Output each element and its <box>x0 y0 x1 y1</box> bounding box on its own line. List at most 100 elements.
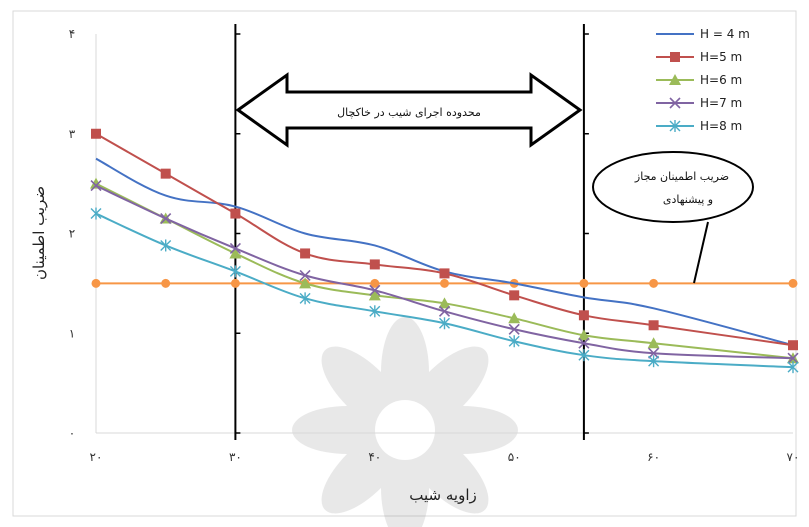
y-tick-label: ۴ <box>69 27 75 41</box>
series-h-7-m <box>90 180 799 364</box>
callout-pointer <box>693 221 709 284</box>
data-point <box>578 310 589 321</box>
watermark-petal <box>403 428 489 514</box>
data-point <box>787 361 799 374</box>
data-point <box>369 284 381 296</box>
legend-label: H=6 m <box>700 73 742 87</box>
data-point <box>229 247 242 259</box>
data-point <box>670 52 680 62</box>
data-point <box>160 239 172 252</box>
watermark-petal <box>381 317 429 427</box>
y-tick-label: ۰ <box>69 426 75 440</box>
legend-item: H=8 m <box>656 119 742 133</box>
callout-ellipse <box>592 151 754 223</box>
data-point <box>438 305 451 317</box>
data-point <box>160 212 172 225</box>
data-point <box>91 128 101 139</box>
data-point <box>229 242 241 255</box>
data-point <box>508 335 520 348</box>
data-point <box>161 278 171 288</box>
data-point <box>788 340 798 351</box>
data-point <box>509 290 520 301</box>
series-h-5-m <box>91 128 798 351</box>
data-point <box>439 268 450 279</box>
data-point <box>90 180 102 192</box>
data-point <box>91 278 101 288</box>
data-point <box>578 337 590 349</box>
series-line <box>95 212 794 369</box>
legend: H = 4 m H=5 m H=6 m H=7 m H=8 m <box>644 24 790 136</box>
data-point <box>90 177 102 189</box>
data-point <box>648 320 659 331</box>
data-point <box>648 347 660 359</box>
range-vertical-lines <box>234 24 589 440</box>
series-line <box>95 132 794 347</box>
legend-label: H=8 m <box>700 119 742 133</box>
watermark-petal <box>321 346 407 432</box>
data-point <box>439 317 450 330</box>
watermark-emblem <box>292 317 518 527</box>
arrow-label: محدوده اجرای شیب در خاکچال <box>337 106 481 119</box>
legend-label: H=5 m <box>700 50 742 64</box>
watermark-center <box>375 400 435 460</box>
y-tick-label: ۳ <box>69 127 76 141</box>
data-point <box>579 278 589 288</box>
data-point <box>669 120 681 132</box>
legend-item: H=7 m <box>656 96 742 110</box>
data-point <box>648 355 660 368</box>
x-tick-label: ۵۰ <box>508 450 521 464</box>
series-layer <box>90 128 799 374</box>
watermark-petal <box>292 406 402 454</box>
series-line <box>95 182 794 360</box>
data-point <box>440 278 449 288</box>
data-point <box>368 289 381 301</box>
data-point <box>230 208 241 219</box>
legend-item: H=6 m <box>656 73 742 87</box>
legend-label: H = 4 m <box>700 27 750 41</box>
data-point <box>299 292 311 305</box>
data-point <box>299 269 311 281</box>
series-line <box>95 157 794 347</box>
chart-frame <box>12 10 797 517</box>
data-point <box>647 337 660 349</box>
watermark-petal <box>381 433 429 527</box>
callout: ضریب اطمینان مجاز و پیشنهادی <box>592 151 754 284</box>
data-point <box>508 312 521 324</box>
data-point <box>230 278 240 288</box>
data-point <box>370 278 380 288</box>
series-h-8-m <box>90 207 799 374</box>
data-point <box>669 74 681 85</box>
legend-label: H=7 m <box>700 96 742 110</box>
x-tick-label: ۴۰ <box>368 450 381 464</box>
x-tick-labels: ۲۰ ۳۰ ۴۰ ۵۰ ۶۰ ۷۰ <box>90 450 800 464</box>
series-line <box>95 184 794 360</box>
x-tick-label: ۷۰ <box>787 450 800 464</box>
data-point <box>300 248 311 259</box>
data-point <box>299 277 312 289</box>
x-tick-label: ۲۰ <box>90 450 103 464</box>
legend-item: H = 4 m <box>656 27 750 41</box>
data-point <box>90 207 102 220</box>
data-point <box>160 168 171 179</box>
y-tick-labels: ۰ ۱ ۲ ۳ ۴ <box>69 27 76 440</box>
data-point <box>369 305 381 318</box>
callout-text-line1: ضریب اطمینان مجاز <box>634 170 729 183</box>
y-tick-label: ۲ <box>69 227 75 241</box>
data-point <box>369 259 380 270</box>
x-axis-title: زاویه شیب <box>409 486 476 504</box>
data-point <box>578 349 590 362</box>
data-point <box>229 265 241 278</box>
legend-item: H=5 m <box>656 50 742 64</box>
watermark-petal <box>408 406 518 454</box>
range-arrow: محدوده اجرای شیب در خاکچال <box>235 72 583 148</box>
data-point <box>787 352 799 364</box>
data-point <box>649 278 659 288</box>
watermark-petal <box>321 428 407 514</box>
callout-text-line2: و پیشنهادی <box>663 193 713 206</box>
data-point <box>788 278 798 288</box>
watermark-petal <box>403 346 489 432</box>
data-point <box>438 297 451 309</box>
data-point <box>508 323 520 335</box>
data-point <box>669 97 681 109</box>
